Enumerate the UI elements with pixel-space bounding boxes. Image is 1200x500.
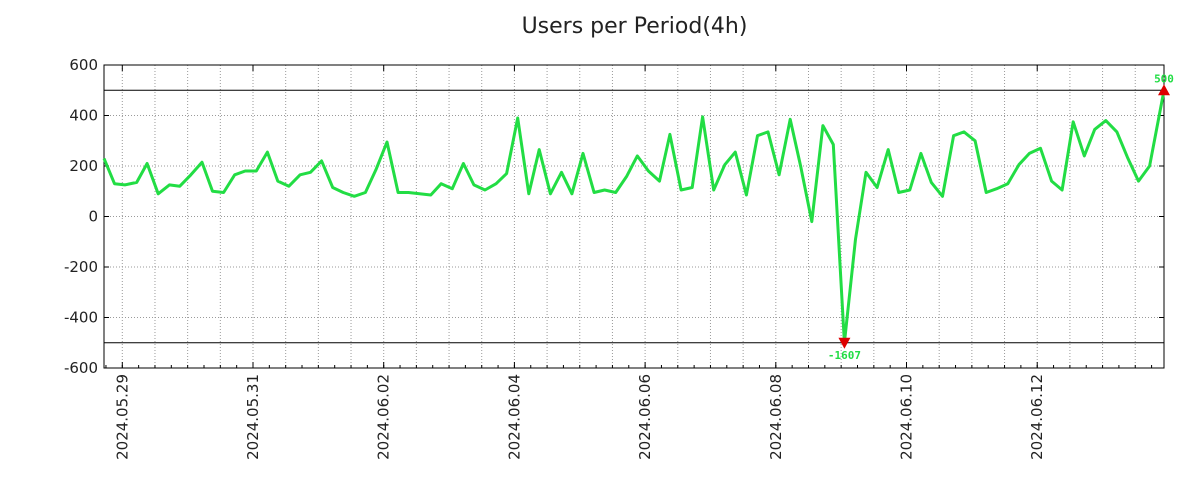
x-tick-label: 2024.05.29 [113,374,131,460]
series-line-users [102,90,1166,345]
y-tick-label: 400 [69,107,98,125]
y-tick-label: -400 [64,309,98,327]
min-marker-icon [838,337,851,349]
y-tick-label: -200 [64,258,98,276]
x-tick-label: 2024.06.08 [767,374,785,460]
x-tick-label: 2024.06.12 [1028,374,1046,460]
min-annotation-label: -1607 [828,349,861,362]
y-tick-label: 0 [88,208,98,226]
x-tick-label: 2024.06.04 [505,374,523,460]
max-annotation-label: 500 [1154,72,1174,85]
y-tick-label: 600 [69,56,98,74]
y-tick-label: -600 [64,359,98,377]
chart-title: Users per Period(4h) [521,14,748,39]
x-tick-label: 2024.06.02 [375,374,393,460]
x-tick-label: 2024.06.10 [898,374,916,460]
x-tick-label: 2024.05.31 [244,374,262,460]
x-tick-label: 2024.06.06 [636,374,654,460]
y-tick-label: 200 [69,157,98,175]
max-marker-icon [1158,84,1170,96]
